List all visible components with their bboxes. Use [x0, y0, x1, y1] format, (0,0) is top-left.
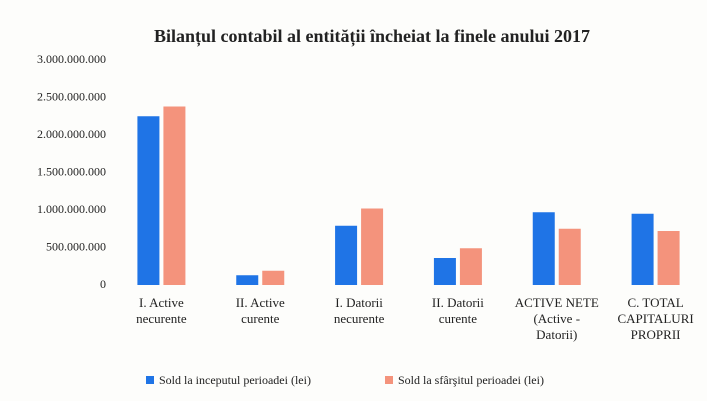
- bar: [236, 275, 259, 285]
- bar: [631, 213, 654, 285]
- x-tick-label: C. TOTAL CAPITALURI PROPRII: [617, 295, 693, 342]
- x-tick-label-line: (Active -: [533, 311, 580, 326]
- bar: [433, 258, 456, 285]
- x-tick-label-line: curente: [241, 311, 279, 326]
- x-tick-label: II. Active curente: [236, 295, 285, 326]
- x-tick-label-line: curente: [439, 311, 477, 326]
- bar: [335, 225, 358, 285]
- bar: [459, 248, 482, 285]
- y-tick-label: 2.000.000.000: [37, 127, 106, 141]
- x-tick-label-line: necurente: [334, 311, 385, 326]
- x-tick-label: I. Active necurente: [136, 295, 187, 326]
- x-tick-label-line: II. Datorii: [432, 295, 484, 310]
- y-tick-label: 1.000.000.000: [37, 202, 106, 216]
- bar: [558, 228, 581, 285]
- legend-swatch: [146, 376, 154, 384]
- y-tick-label: 2.500.000.000: [37, 89, 106, 103]
- legend-label: Sold la sfârşitul perioadei (lei): [398, 373, 544, 387]
- x-tick-label: II. Datorii curente: [432, 295, 484, 326]
- x-tick-label: I. Datorii necurente: [334, 295, 385, 326]
- bar: [262, 270, 285, 285]
- bar: [137, 116, 160, 285]
- y-tick-label: 1.500.000.000: [37, 164, 106, 178]
- y-tick-label: 3.000.000.000: [37, 52, 106, 66]
- x-tick-label-line: CAPITALURI: [617, 311, 693, 326]
- y-tick-label: 500.000.000: [46, 239, 106, 253]
- x-tick-label-line: ACTIVE NETE: [515, 295, 599, 310]
- chart-title: Bilanțul contabil al entității încheiat …: [154, 26, 590, 47]
- x-tick-label-line: II. Active: [236, 295, 285, 310]
- x-tick-label-line: PROPRII: [631, 327, 681, 342]
- bar: [361, 208, 384, 285]
- x-tick-label-line: necurente: [136, 311, 187, 326]
- legend-label: Sold la inceputul perioadei (lei): [159, 373, 311, 387]
- bar: [163, 106, 186, 285]
- bar: [532, 212, 555, 285]
- y-tick-label: 0: [100, 277, 106, 291]
- x-tick-label-line: Datorii): [536, 327, 577, 342]
- bar: [657, 231, 680, 285]
- legend-swatch: [385, 376, 393, 384]
- x-tick-label: ACTIVE NETE (Active -Datorii): [515, 295, 599, 342]
- x-tick-label-line: I. Active: [139, 295, 184, 310]
- x-tick-label-line: I. Datorii: [335, 295, 383, 310]
- x-tick-label-line: C. TOTAL: [627, 295, 683, 310]
